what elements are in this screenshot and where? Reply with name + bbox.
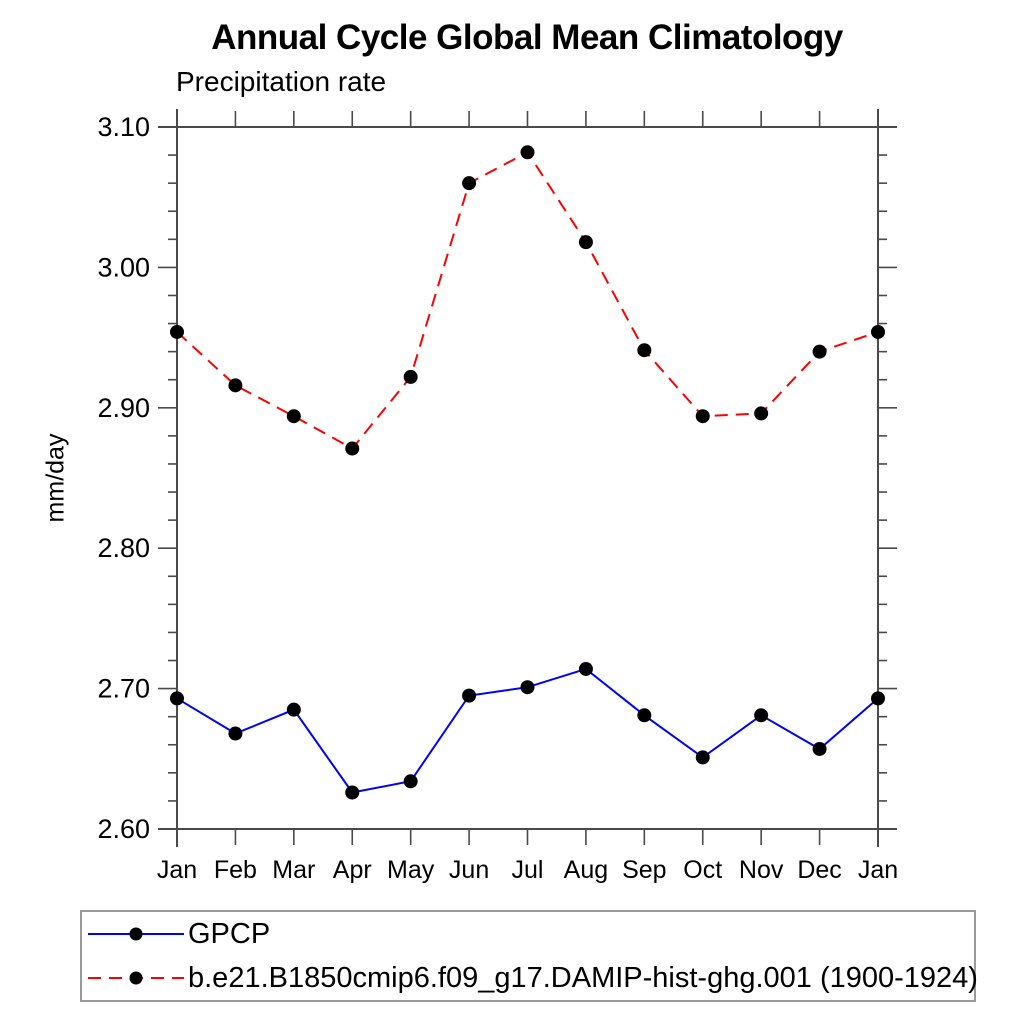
legend-label-gpcp: GPCP (188, 917, 271, 950)
data-point-marker (403, 774, 418, 789)
y-axis-tick-label: 2.70 (97, 674, 150, 704)
x-axis-tick-label: Sep (622, 856, 666, 884)
legend-line-sample-solid (88, 927, 184, 941)
x-axis-tick-label: Aug (564, 856, 608, 884)
data-point-marker (170, 691, 184, 706)
x-axis-tick-label: Feb (214, 856, 257, 884)
x-axis-tick-label: Oct (683, 856, 722, 884)
y-axis-tick-label: 3.10 (97, 112, 150, 142)
data-point-marker (637, 343, 652, 358)
legend-item-model: b.e21.B1850cmip6.f09_g17.DAMIP-hist-ghg.… (82, 957, 978, 999)
x-axis-tick-label: Apr (333, 856, 372, 884)
data-point-marker (578, 661, 593, 676)
legend-marker-icon (129, 927, 143, 941)
data-point-marker (462, 176, 477, 191)
data-point-marker (812, 741, 827, 756)
data-point-marker (578, 235, 593, 250)
data-point-marker (345, 785, 360, 800)
x-axis-tick-label: Nov (739, 856, 784, 884)
data-point-marker (345, 441, 360, 456)
x-axis-tick-label: Jan (858, 856, 898, 884)
data-point-marker (754, 406, 769, 421)
data-point-marker (871, 691, 885, 706)
x-axis-tick-label: May (387, 856, 435, 884)
chart-title: Annual Cycle Global Mean Climatology (211, 18, 843, 57)
x-axis-tick-label: Jan (157, 856, 197, 884)
x-axis-tick-label: Jun (449, 856, 489, 884)
data-point-marker (695, 409, 710, 424)
data-point-marker (754, 708, 769, 723)
chart-subtitle: Precipitation rate (176, 66, 387, 97)
data-point-marker (462, 688, 477, 703)
y-axis-tick-label: 2.90 (97, 393, 150, 423)
x-axis-tick-label: Mar (272, 856, 315, 884)
data-point-marker (403, 369, 418, 384)
data-point-marker (812, 344, 827, 359)
data-point-marker (871, 324, 885, 339)
data-point-marker (520, 145, 535, 160)
x-axis-tick-label: Jul (512, 856, 544, 884)
legend-item-gpcp: GPCP (82, 913, 974, 955)
y-axis-tick-label: 3.00 (97, 252, 150, 282)
data-point-marker (286, 702, 301, 717)
x-axis-tick-label: Dec (797, 856, 841, 884)
data-point-marker (170, 324, 184, 339)
series-line-1 (176, 150, 879, 450)
legend-label-model: b.e21.B1850cmip6.f09_g17.DAMIP-hist-ghg.… (188, 961, 978, 994)
legend-marker-icon (129, 971, 143, 985)
y-axis-tick-label: 2.60 (97, 814, 150, 844)
data-point-marker (637, 708, 652, 723)
data-point-marker (228, 726, 243, 741)
data-point-marker (228, 378, 243, 393)
y-axis-tick-label: 2.80 (97, 533, 150, 563)
legend-box: GPCP b.e21.B1850cmip6.f09_g17.DAMIP-hist… (80, 910, 978, 1002)
data-point-marker (695, 750, 710, 765)
data-point-marker (286, 409, 301, 424)
legend-line-sample-dashed (88, 971, 184, 985)
data-point-marker (520, 680, 535, 695)
